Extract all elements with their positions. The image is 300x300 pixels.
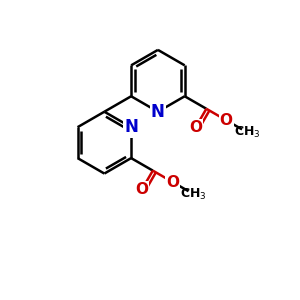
Text: CH$_3$: CH$_3$ bbox=[180, 187, 207, 202]
Text: N: N bbox=[151, 103, 165, 121]
Text: O: O bbox=[189, 120, 202, 135]
Text: O: O bbox=[135, 182, 148, 197]
Text: O: O bbox=[220, 113, 233, 128]
Text: CH$_3$: CH$_3$ bbox=[234, 125, 260, 140]
Text: O: O bbox=[166, 175, 179, 190]
Text: N: N bbox=[124, 118, 138, 136]
